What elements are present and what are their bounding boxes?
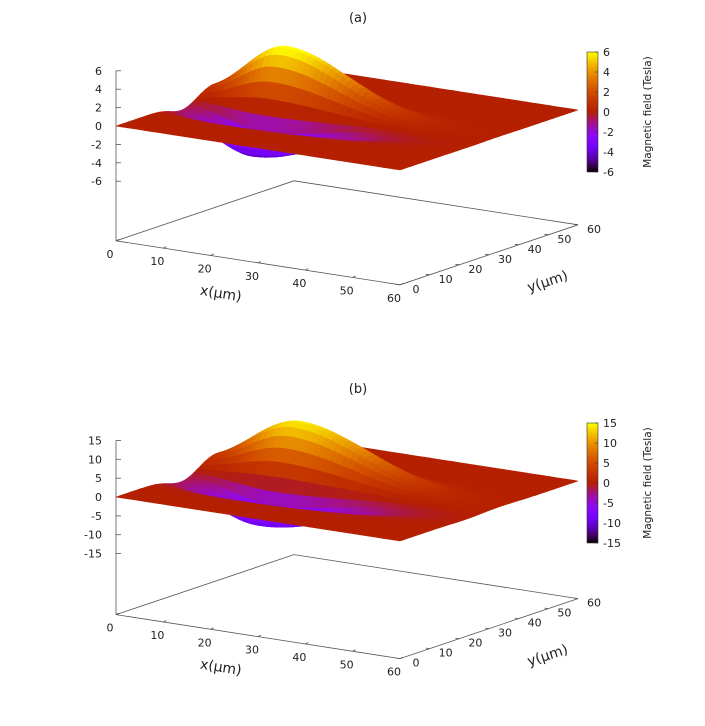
y-axis-label: y(μm) [525,268,570,296]
x-tick-label: 40 [292,651,306,664]
y-tick-label: 20 [468,637,482,650]
z-tick-label: 6 [95,65,102,78]
y-tick-mark [544,608,548,609]
back-x-line [294,555,578,599]
colorbar-tick-label: -6 [603,166,614,179]
y-tick-label: 20 [468,263,482,276]
colorbar-tick-label: 2 [603,86,610,99]
y-tick-label: 60 [587,597,601,610]
y-tick-label: 30 [498,627,512,640]
z-tick-label: -5 [91,510,102,523]
x-tick-label: 20 [198,262,212,275]
x-tick-mark [163,247,166,249]
z-tick-label: -4 [91,157,102,170]
y-tick-label: 10 [439,273,453,286]
z-tick-label: 5 [95,472,102,485]
colorbar-tick-label: 4 [603,66,610,79]
y-tick-mark [574,224,578,225]
z-tick-label: 15 [88,434,102,447]
x-tick-label: 30 [245,644,259,657]
y-tick-mark [396,658,400,659]
x-tick-mark [258,261,261,263]
x-tick-label: 20 [198,636,212,649]
x-tick-mark [211,628,214,630]
y-tick-mark [485,628,489,629]
surface [116,46,578,170]
x-tick-label: 60 [387,292,401,305]
plot-a: (a)6420-2-4-601020304050600102030405060x… [91,11,654,305]
plot-title: (b) [349,382,367,397]
y-tick-mark [574,598,578,599]
x-tick-mark [353,650,356,652]
x-tick-label: 60 [387,666,401,679]
z-tick-label: 2 [95,102,102,115]
z-tick-label: -6 [91,175,102,188]
y-tick-label: 40 [528,617,542,630]
z-tick-label: 0 [95,120,102,133]
y-tick-label: 60 [587,223,601,236]
x-tick-label: 30 [245,270,259,283]
y-tick-mark [515,244,519,245]
x-tick-mark [305,269,308,271]
y-tick-mark [426,274,430,275]
x-tick-mark [211,254,214,256]
x-tick-mark [258,635,261,637]
plot-b: (b)151050-5-10-1501020304050600102030405… [84,382,654,679]
x-tick-label: 0 [107,248,114,261]
y-axis-label: y(μm) [525,642,570,670]
x-tick-mark [305,642,308,644]
z-tick-label: 4 [95,83,102,96]
back-x-line [294,181,578,225]
y-tick-label: 50 [557,607,571,620]
y-tick-mark [455,264,459,265]
x-tick-label: 40 [292,277,306,290]
x-tick-label: 10 [150,255,164,268]
y-tick-mark [426,648,430,649]
y-tick-mark [485,254,489,255]
x-tick-mark [163,620,166,622]
x-tick-label: 50 [340,284,354,297]
colorbar-tick-label: 6 [603,46,610,59]
z-tick-label: -15 [84,548,102,561]
y-tick-label: 50 [557,233,571,246]
z-tick-label: -10 [84,529,102,542]
x-tick-mark [353,276,356,278]
colorbar-label: Magnetic field (Tesla) [642,56,654,168]
back-y-line [116,181,294,241]
x-tick-label: 10 [150,629,164,642]
colorbar-tick-label: -4 [603,146,614,159]
y-tick-label: 10 [439,647,453,660]
z-tick-label: -2 [91,138,102,151]
x-tick-label: 0 [107,622,114,635]
back-y-line [116,555,294,615]
y-tick-label: 0 [413,657,420,670]
plot-title: (a) [349,11,367,26]
y-tick-mark [455,638,459,639]
x-axis-label: x(μm) [199,283,243,305]
colorbar-tick-label: 0 [603,106,610,119]
z-tick-label: 0 [95,491,102,504]
z-tick-label: 10 [88,453,102,466]
x-tick-label: 50 [340,658,354,671]
y-tick-label: 40 [528,243,542,256]
y-tick-mark [515,618,519,619]
y-tick-label: 0 [413,283,420,296]
surface [116,421,578,541]
y-tick-label: 30 [498,253,512,266]
x-axis-label: x(μm) [199,657,243,679]
y-tick-mark [396,284,400,285]
y-tick-mark [544,234,548,235]
colorbar-tick-label: -2 [603,126,614,139]
